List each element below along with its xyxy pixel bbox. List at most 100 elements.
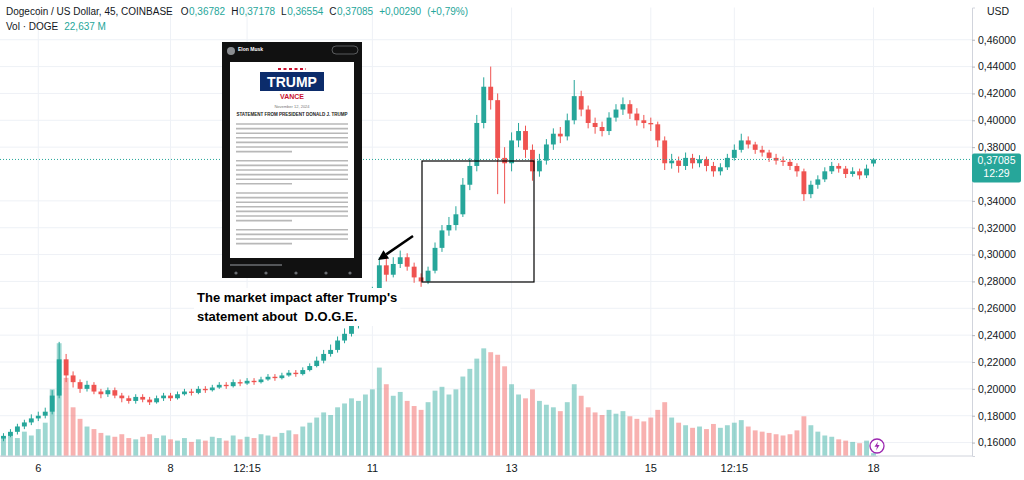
candle-body [36,416,41,419]
candle-body [147,400,152,403]
y-tick-mark [972,281,975,282]
document-page [230,62,354,258]
y-tick-mark [972,362,975,363]
volume-bar [140,437,145,456]
volume-bar [669,418,674,456]
volume-bar [363,394,368,456]
candle-body [781,161,786,162]
grid-line [0,335,972,336]
volume-bar [641,421,646,456]
candle-body [746,140,751,144]
statement-date: November 12, 2024 [274,104,310,109]
volume-bar [746,427,751,456]
text-line [236,206,348,208]
text-line [236,123,348,125]
grid-line [0,254,972,255]
candle-body [412,267,417,278]
candle-body [43,412,48,416]
y-tick: 0,38000 [972,141,1016,153]
grid-line [650,8,651,457]
y-tick-mark [972,67,975,68]
y-axis: 0,160000,180000,200000,220000,240000,260… [972,8,1016,457]
candle-body [788,162,793,166]
volume-bar [71,407,76,456]
volume-bar [558,411,563,456]
volume-bar [252,438,257,456]
volume-bar [349,398,354,456]
grid-line [873,8,874,457]
text-line [236,197,348,199]
volume-bar [495,355,500,456]
volume-bar [621,411,626,456]
volume-bar [175,441,180,456]
action-icon [348,271,351,274]
candle-body [321,354,326,361]
volume-bar [433,391,438,456]
volume-bar [579,396,584,456]
volume-bar [753,430,758,456]
volume-value: 22,637 M [64,21,106,32]
candle-body [405,257,410,266]
candle-body [175,394,180,398]
alert-icon [870,439,884,453]
candle-body [50,396,55,412]
candle-body [572,96,577,120]
y-tick-label: 0,38000 [978,141,1016,153]
text-line [236,128,348,130]
candle-body [579,96,584,109]
x-tick: 8 [167,456,173,474]
candle-body [203,389,208,390]
grid-line [170,8,171,457]
volume-bar [22,432,27,456]
candle-body [328,350,333,354]
y-tick-mark [972,389,975,390]
candle-wick [504,147,505,203]
candle-body [78,382,83,389]
candle-body [419,277,424,281]
text-line [236,229,348,231]
legend-value: 0,37178 [239,6,276,17]
y-tick-label: 0,30000 [978,248,1016,260]
volume-bar [321,412,326,456]
volume-bar [774,434,779,456]
y-tick-mark [972,120,975,121]
candle-body [189,392,194,393]
volume-bar [217,438,222,456]
volume-bar [551,407,556,456]
alert-icon-ring [870,439,884,453]
volume-bar [453,389,458,456]
volume-bar [182,438,187,456]
volume-bar [857,443,862,456]
volume-bar [126,438,131,456]
y-tick: 0,44000 [972,60,1016,72]
candle-body [495,100,500,158]
candle-body [516,131,521,140]
x-tick: 12:15 [721,456,749,474]
volume-bar [481,348,486,456]
volume-bar [154,438,159,456]
volume-bar [815,432,820,456]
volume-bar [544,405,549,456]
candle-body [565,120,570,136]
volume-bar [697,427,702,456]
candle-body [426,271,431,282]
candle-body [22,422,27,426]
last-price-text: 0,37085 [978,154,1016,166]
y-tick-label: 0,20000 [978,383,1016,395]
background [0,0,1024,480]
candle-body [252,381,257,382]
volume-bar [50,389,55,456]
volume-bar [447,394,452,456]
candle-body [767,153,772,158]
volume-bar [593,412,598,456]
candle-body [871,159,876,163]
candle-body [286,373,291,376]
volume-bar [85,427,90,456]
volume-name: Vol · DOGE [6,21,59,32]
volume-bar [572,384,577,456]
volume-bar [314,418,319,456]
volume-bar [384,384,389,456]
candle-body [801,171,806,194]
grid-line [0,39,972,40]
volume-bar [259,434,264,456]
